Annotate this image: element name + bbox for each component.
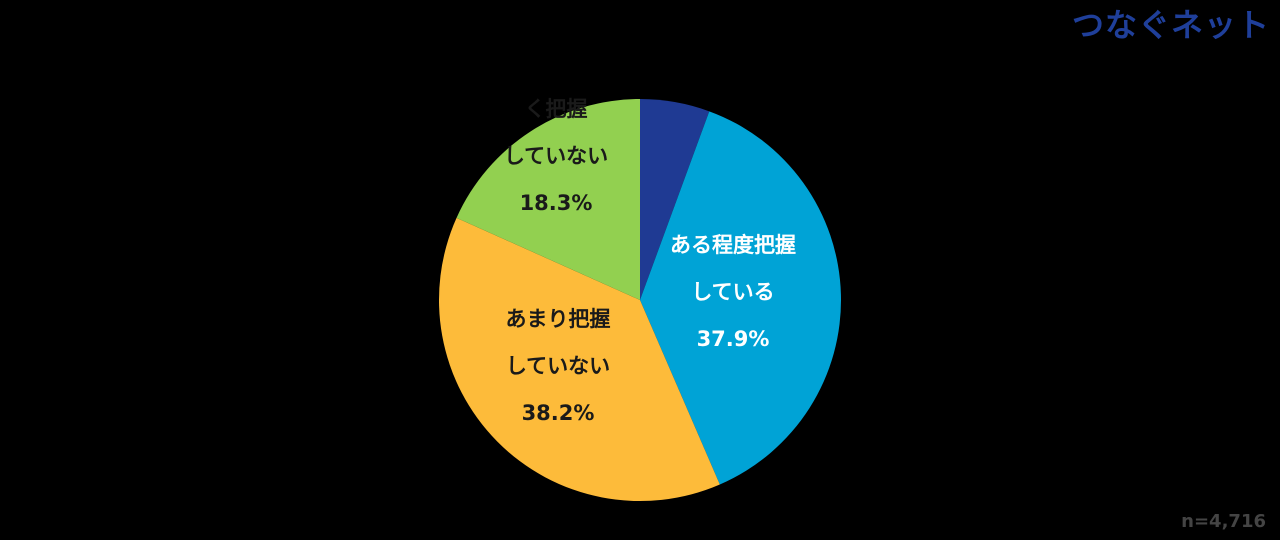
slice-label: していない [504,144,608,168]
pie-slice [640,111,841,485]
sample-size-label: n=4,716 [1181,511,1266,532]
slice-label: 37.9% [697,327,770,351]
brand-logo: つなぐネット [1071,6,1270,44]
pie-slice [640,99,710,300]
pie-labels: ある程度把握している37.9%あまり把握していない38.2%く把握していない18… [504,97,796,425]
pie-slices [438,98,841,501]
slice-label: く把握 [525,97,588,121]
slice-label: 38.2% [522,401,595,425]
slice-label: していない [506,354,610,378]
slice-label: ある程度把握 [670,233,796,257]
slice-label: している [691,280,774,304]
slice-label: あまり把握 [506,307,611,331]
slice-label: 18.3% [520,191,593,215]
pie-slice [438,217,720,501]
pie-slice [456,98,640,300]
